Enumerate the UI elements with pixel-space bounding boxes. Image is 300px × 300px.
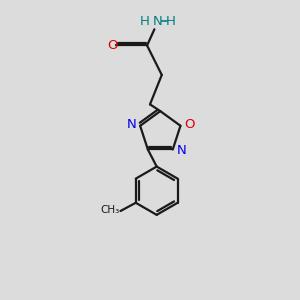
Text: N: N — [177, 145, 187, 158]
Text: N: N — [153, 15, 163, 28]
Text: O: O — [107, 39, 118, 52]
Text: H: H — [140, 15, 150, 28]
Text: O: O — [184, 118, 195, 131]
Text: CH₃: CH₃ — [100, 206, 120, 215]
Text: H: H — [166, 15, 176, 28]
Text: N: N — [126, 118, 136, 131]
